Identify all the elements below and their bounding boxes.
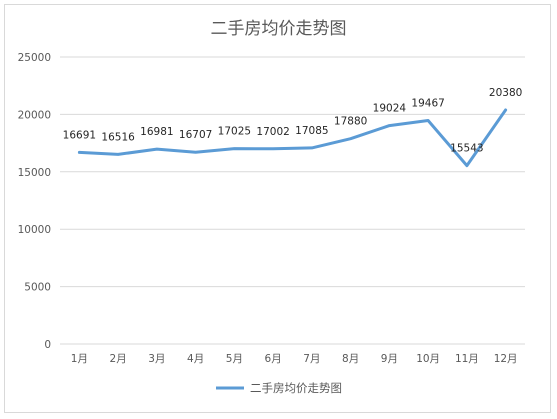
y-tick-label: 20000 <box>18 109 51 121</box>
gridlines <box>60 56 525 345</box>
x-axis-ticks: 1月 2月 3月 4月 5月 6月 7月 8月 9月 10月 11月 12月 <box>71 353 518 365</box>
legend: 二手房均价走势图 <box>216 381 342 395</box>
data-label: 16516 <box>101 131 135 143</box>
x-tick-label: 11月 <box>455 353 479 365</box>
y-tick-label: 5000 <box>24 282 51 294</box>
x-tick-label: 2月 <box>110 353 127 365</box>
y-tick-label: 0 <box>44 339 51 351</box>
x-tick-label: 8月 <box>342 353 359 365</box>
y-axis-ticks: 0 5000 10000 15000 20000 25000 <box>18 52 51 351</box>
data-label: 17085 <box>295 125 328 137</box>
data-label: 15543 <box>450 143 483 155</box>
x-tick-label: 1月 <box>71 353 88 365</box>
data-label: 16691 <box>63 129 96 141</box>
data-label: 20380 <box>489 87 522 99</box>
x-tick-label: 10月 <box>416 353 440 365</box>
data-label: 19024 <box>373 103 407 115</box>
series-layer <box>77 108 508 168</box>
x-tick-label: 5月 <box>226 353 243 365</box>
legend-label: 二手房均价走势图 <box>250 381 342 395</box>
data-labels: 16691 16516 16981 16707 17025 17002 17085 17880… <box>63 87 523 155</box>
data-label: 16707 <box>179 129 212 141</box>
x-tick-label: 6月 <box>265 353 282 365</box>
x-tick-label: 12月 <box>494 353 518 365</box>
chart-frame <box>4 4 551 413</box>
data-label: 19467 <box>411 98 444 110</box>
data-label: 17880 <box>334 116 367 128</box>
x-tick-label: 4月 <box>187 353 204 365</box>
y-tick-label: 15000 <box>18 167 51 179</box>
x-tick-label: 7月 <box>303 353 320 365</box>
x-tick-label: 3月 <box>148 353 165 365</box>
data-label: 17025 <box>218 126 251 138</box>
y-tick-label: 25000 <box>18 52 51 64</box>
series-line <box>77 108 508 168</box>
data-label: 17002 <box>256 126 289 138</box>
x-tick-label: 9月 <box>381 353 398 365</box>
chart-title: 二手房均价走势图 <box>210 19 347 39</box>
data-label: 16981 <box>140 126 173 138</box>
y-tick-label: 10000 <box>18 224 51 236</box>
